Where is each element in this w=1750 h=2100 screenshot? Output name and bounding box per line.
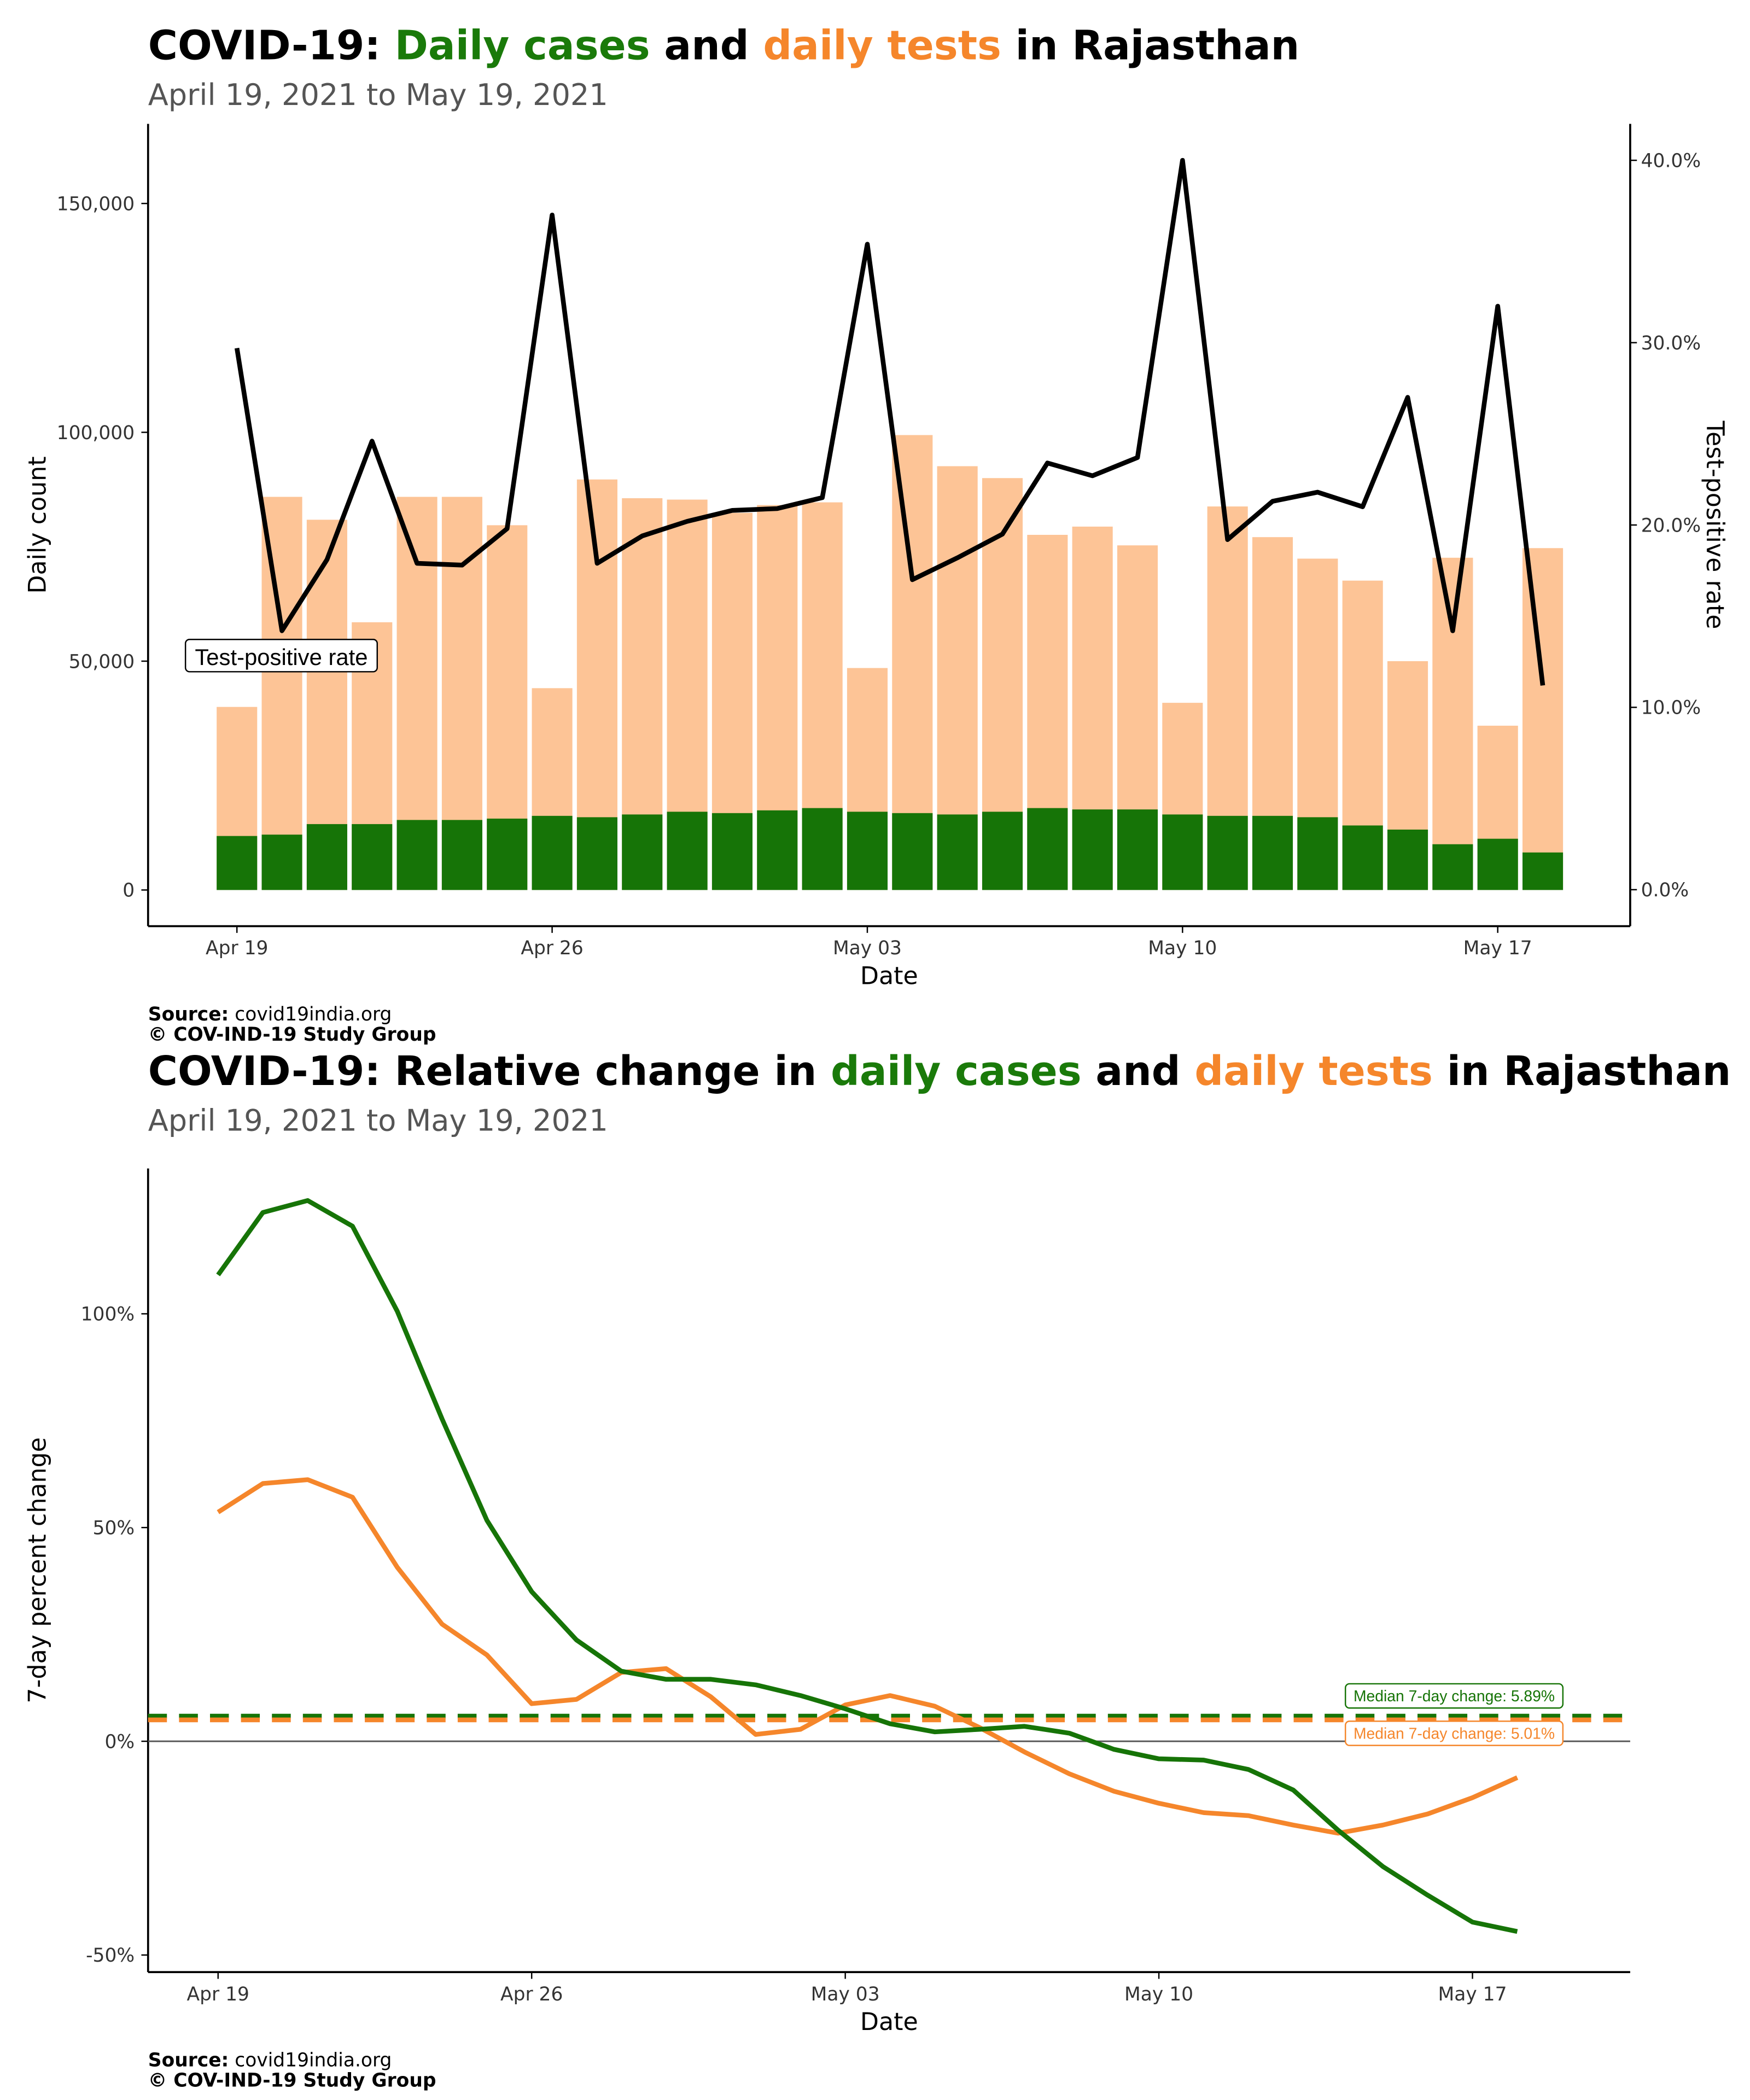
bar	[306, 824, 347, 890]
median-label: Median 7-day change: 5.01%	[1344, 1720, 1564, 1746]
source-text: covid19india.org	[235, 1004, 392, 1025]
y-tick-label: 0	[122, 880, 135, 902]
bar	[532, 815, 573, 890]
source-text: covid19india.org	[235, 2049, 392, 2071]
title-part: in Rajasthan	[1433, 1048, 1731, 1095]
bar	[1387, 829, 1428, 890]
median-label: Median 7-day change: 5.89%	[1344, 1683, 1564, 1709]
y2-tick-label: 20.0%	[1641, 515, 1701, 536]
x-tick-label: May 10	[1124, 1984, 1193, 2005]
bar	[1297, 817, 1338, 890]
title-part: in Rajasthan	[1001, 22, 1299, 69]
bar	[622, 814, 663, 890]
y2-tick-label: 40.0%	[1641, 150, 1701, 172]
bar	[576, 817, 617, 890]
title-part: daily tests	[1194, 1048, 1433, 1095]
x-axis-title: Date	[860, 962, 918, 990]
y-tick-label: 100%	[81, 1304, 135, 1326]
y-axis-title: 7-day percent change	[24, 1437, 52, 1704]
annotation-box	[184, 639, 378, 673]
y2-axis-title: Test-positive rate	[1701, 420, 1729, 629]
source-space	[229, 2049, 235, 2071]
annotation-text: Test-positive rate	[195, 644, 368, 670]
rate-line	[234, 158, 1545, 686]
y-tick-label: 50,000	[69, 651, 135, 673]
title-part: Daily cases	[395, 22, 650, 69]
bar	[847, 812, 888, 890]
x-tick-label: May 10	[1148, 937, 1217, 959]
bar	[441, 820, 482, 890]
y2-tick-label: 30.0%	[1641, 332, 1701, 354]
source: Source: covid19india.org	[148, 2049, 392, 2071]
x-tick-label: May 17	[1438, 1984, 1507, 2005]
median-label-box	[1344, 1720, 1564, 1746]
x-tick-label: Apr 19	[206, 937, 268, 959]
chart-title: COVID-19: Relative change in daily cases…	[148, 1048, 1731, 1095]
x-tick-label: Apr 19	[187, 1984, 249, 2005]
y-tick-label: 50%	[93, 1518, 135, 1539]
bar	[1432, 844, 1473, 890]
trend-line	[216, 1198, 1518, 1934]
x-axis-title: Date	[860, 2008, 918, 2036]
bar	[892, 813, 933, 890]
x-tick-label: Apr 26	[500, 1984, 563, 2005]
bar	[982, 812, 1023, 890]
y2-tick-label: 0.0%	[1641, 879, 1689, 901]
bar	[396, 820, 438, 890]
bar	[1072, 809, 1113, 890]
bar	[1477, 838, 1518, 890]
y-tick-label: 150,000	[57, 193, 135, 215]
copyright: © COV-IND-19 Study Group	[148, 2069, 436, 2091]
copyright: © COV-IND-19 Study Group	[148, 1024, 436, 1046]
y-tick-label: -50%	[86, 1945, 135, 1967]
bar	[937, 814, 978, 890]
bar	[1522, 852, 1564, 890]
bar	[1522, 548, 1564, 890]
bar	[487, 818, 528, 890]
bar	[667, 812, 708, 890]
chart-title: COVID-19: Daily cases and daily tests in…	[148, 22, 1299, 69]
title-part: COVID-19: Relative change in	[148, 1048, 831, 1095]
y-tick-label: 0%	[104, 1731, 135, 1753]
x-tick-label: May 17	[1463, 937, 1532, 959]
chart-subtitle: April 19, 2021 to May 19, 2021	[148, 1104, 608, 1138]
title-part: COVID-19:	[148, 22, 395, 69]
bar	[352, 824, 393, 890]
y2-tick-label: 10.0%	[1641, 697, 1701, 719]
median-label-text: Median 7-day change: 5.89%	[1354, 1687, 1555, 1705]
title-part: daily tests	[763, 22, 1001, 69]
source-label: Source:	[148, 1004, 229, 1025]
bar	[1027, 808, 1068, 890]
median-label-box	[1344, 1683, 1564, 1709]
title-part: daily cases	[831, 1048, 1082, 1095]
bar	[1342, 825, 1383, 890]
source: Source: covid19india.org	[148, 1004, 392, 1025]
title-part: and	[1082, 1048, 1195, 1095]
source-space	[229, 1004, 235, 1025]
bar	[217, 836, 258, 890]
x-tick-label: May 03	[811, 1984, 880, 2005]
bar	[261, 835, 302, 890]
bar	[1432, 557, 1473, 890]
bar	[1252, 815, 1293, 890]
chart-subtitle: April 19, 2021 to May 19, 2021	[148, 78, 608, 112]
trend-line	[217, 1477, 1519, 1836]
y-tick-label: 100,000	[57, 422, 135, 444]
annotation: Test-positive rate	[184, 639, 378, 673]
bar	[1162, 814, 1203, 890]
x-tick-label: May 03	[833, 937, 902, 959]
source-label: Source:	[148, 2049, 229, 2071]
bar	[1207, 815, 1248, 890]
y-axis-title: Daily count	[24, 456, 52, 593]
title-part: and	[650, 22, 763, 69]
bar	[802, 808, 843, 890]
bar	[711, 813, 753, 890]
bar	[1117, 809, 1158, 890]
bar	[757, 810, 798, 890]
x-tick-label: Apr 26	[521, 937, 583, 959]
median-label-text: Median 7-day change: 5.01%	[1354, 1724, 1555, 1742]
bar	[261, 497, 302, 890]
